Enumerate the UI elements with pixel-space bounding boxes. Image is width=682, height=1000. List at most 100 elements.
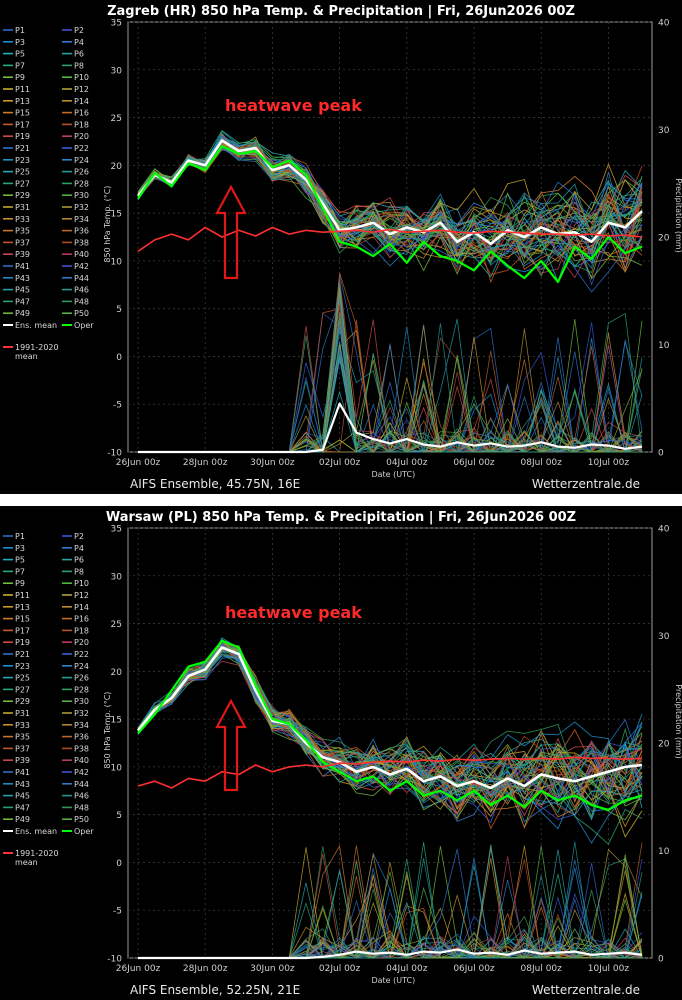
x-tick-label: 04Jul 00z: [386, 458, 428, 468]
y-tick-label: 35: [111, 525, 122, 535]
legend-label: P3: [15, 544, 25, 553]
legend-label: P24: [74, 156, 89, 165]
y-tick-label: 30: [111, 66, 123, 76]
legend-label: P48: [74, 297, 89, 306]
y-tick-label: 25: [111, 620, 122, 630]
legend-label: P21: [15, 144, 30, 153]
legend-label: P34: [74, 215, 89, 224]
ensemble-member-line: [137, 653, 643, 845]
legend-label: P42: [74, 768, 89, 777]
y2-tick-label: 10: [658, 341, 670, 351]
x-tick-label: 26Jun 00z: [116, 458, 161, 468]
precip-ensemble-mean-line: [138, 948, 643, 960]
x-tick-label: 30Jun 00z: [250, 964, 295, 974]
ensemble-member-line: [137, 649, 643, 801]
x-axis: 26Jun 00z 28Jun 00z 30Jun 00z 02Jul 00z 04Ju…: [116, 458, 630, 479]
x-tick-label: 28Jun 00z: [183, 964, 228, 974]
x-tick-label: 08Jul 00z: [521, 458, 563, 468]
legend-label: 1991-2020: [15, 343, 59, 352]
x-tick-label: 06Jul 00z: [453, 458, 495, 468]
model-location-label: AIFS Ensemble, 52.25N, 21E: [130, 983, 300, 997]
legend-label: P44: [74, 274, 89, 283]
y-axis-label: 850 hPa Temp. (°C): [103, 186, 112, 263]
legend-label: P5: [15, 556, 25, 565]
up-arrow-icon: [215, 184, 247, 280]
legend-label: P1: [15, 26, 25, 35]
ensemble-member-line: [137, 645, 643, 798]
legend-label: P17: [15, 120, 30, 129]
y2-tick-label: 20: [658, 740, 670, 750]
legend-label: P41: [15, 262, 30, 271]
y-tick-label: 5: [116, 811, 122, 821]
legend-label: P13: [15, 603, 30, 612]
y-tick-label: 25: [111, 114, 122, 124]
legend: P1 P2 P3 P4 P5 P6 P7 P8 P9 P10 P11 P12 P13 P14 P15 P16 P…: [3, 26, 94, 361]
legend-label: P20: [74, 132, 89, 141]
legend-label: P50: [74, 815, 89, 824]
zagreb-chart: Zagreb (HR) 850 hPa Temp. & Precipitatio…: [3, 4, 682, 491]
legend-label: P8: [74, 61, 84, 70]
legend-label: P39: [15, 756, 30, 765]
legend-label: P43: [15, 274, 30, 283]
legend-label: P21: [15, 650, 30, 659]
y2-axis-label: Precipitation (mm): [674, 684, 682, 758]
x-axis-label: Date (UTC): [371, 976, 415, 985]
legend-label: P11: [15, 85, 30, 94]
legend-label: P33: [15, 721, 30, 730]
legend-label: P29: [15, 191, 30, 200]
x-axis-label: Date (UTC): [371, 470, 415, 479]
legend-label: P22: [74, 650, 89, 659]
legend-label: P10: [74, 579, 89, 588]
legend-label: P19: [15, 638, 30, 647]
legend-label: P45: [15, 286, 30, 295]
legend-label: P7: [15, 61, 25, 70]
legend-label: P28: [74, 685, 89, 694]
legend-label: P43: [15, 780, 30, 789]
legend-label: P14: [74, 97, 89, 106]
x-axis: 26Jun 00z 28Jun 00z 30Jun 00z 02Jul 00z 04Ju…: [116, 964, 630, 985]
legend-label: P17: [15, 626, 30, 635]
climatology-mean-line: [137, 756, 643, 789]
legend-label: Ens. mean: [15, 827, 57, 836]
legend-label: P37: [15, 238, 30, 247]
legend-label: P30: [74, 191, 89, 200]
legend-label: P12: [74, 591, 89, 600]
legend-label: P12: [74, 85, 89, 94]
x-tick-label: 02Jul 00z: [319, 964, 361, 974]
x-tick-label: 10Jul 00z: [588, 964, 630, 974]
y-tick-label: 0: [116, 859, 122, 869]
legend-label: P2: [74, 26, 84, 35]
legend-label: P31: [15, 203, 30, 212]
legend-label: P38: [74, 238, 89, 247]
legend-label: P32: [74, 203, 89, 212]
y-tick-label: 35: [111, 19, 122, 29]
up-arrow-icon: [215, 698, 247, 792]
legend-label: P4: [74, 38, 84, 47]
legend-label: P36: [74, 733, 89, 742]
legend-label: P31: [15, 709, 30, 718]
legend-label: P16: [74, 109, 89, 118]
y-tick-label: 0: [116, 353, 122, 363]
legend-label: P11: [15, 591, 30, 600]
source-label: Wetterzentrale.de: [532, 477, 640, 491]
legend-label: P6: [74, 50, 84, 59]
x-tick-label: 08Jul 00z: [521, 964, 563, 974]
legend-label: Ens. mean: [15, 321, 57, 330]
legend-label: P19: [15, 132, 30, 141]
legend-label: P35: [15, 227, 30, 236]
heatwave-annotation: heatwave peak: [225, 96, 362, 115]
legend-label: P20: [74, 638, 89, 647]
legend-label: P27: [15, 685, 30, 694]
x-tick-label: 10Jul 00z: [588, 458, 630, 468]
legend-label: P46: [74, 792, 89, 801]
legend-label: P34: [74, 721, 89, 730]
legend-label: P33: [15, 215, 30, 224]
zagreb-chart-panel: Zagreb (HR) 850 hPa Temp. & Precipitatio…: [0, 0, 682, 494]
legend-label: P37: [15, 744, 30, 753]
legend-label: P14: [74, 603, 89, 612]
legend-label: Oper: [74, 321, 94, 330]
legend-label: P39: [15, 250, 30, 259]
y2-tick-label: 40: [658, 19, 670, 29]
x-tick-label: 06Jul 00z: [453, 964, 495, 974]
legend-label: P48: [74, 803, 89, 812]
